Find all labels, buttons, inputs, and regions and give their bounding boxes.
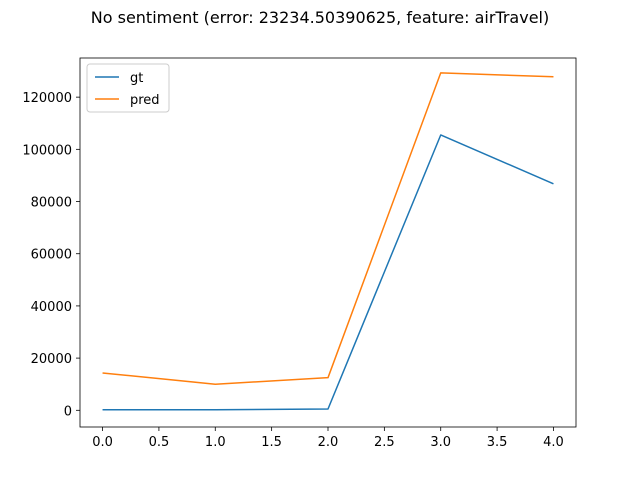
x-axis: 0.0 0.5 1.0 1.5 2.0 2.5 3.0 3.5 4.0 — [92, 427, 564, 450]
chart-title: No sentiment (error: 23234.50390625, fea… — [91, 8, 549, 27]
legend-label-pred: pred — [130, 93, 160, 108]
series-layer — [102, 72, 554, 411]
legend-label-gt: gt — [130, 71, 143, 86]
x-tick-label: 2.5 — [374, 435, 395, 450]
x-tick-label: 0.5 — [149, 435, 170, 450]
y-tick-label: 20000 — [31, 352, 72, 367]
plot-area-frame — [79, 57, 577, 428]
x-tick-label: 1.5 — [261, 435, 282, 450]
y-axis: 0 20000 40000 60000 80000 100000 120000 — [22, 91, 80, 419]
x-tick-label: 1.0 — [205, 435, 226, 450]
x-tick-label: 3.0 — [430, 435, 451, 450]
x-tick-label: 3.5 — [487, 435, 508, 450]
y-tick-label: 120000 — [22, 91, 72, 106]
legend-box — [86, 63, 170, 113]
y-tick-label: 60000 — [31, 248, 72, 263]
y-tick-label: 80000 — [31, 196, 72, 211]
series-line-pred — [102, 72, 554, 385]
x-tick-label: 0.0 — [92, 435, 113, 450]
x-tick-label: 4.0 — [543, 435, 564, 450]
y-tick-label: 40000 — [31, 300, 72, 315]
x-tick-label: 2.0 — [318, 435, 339, 450]
y-tick-label: 100000 — [22, 143, 72, 158]
legend: gt pred — [86, 63, 170, 113]
series-line-gt — [102, 134, 554, 411]
y-tick-label: 0 — [64, 404, 72, 419]
